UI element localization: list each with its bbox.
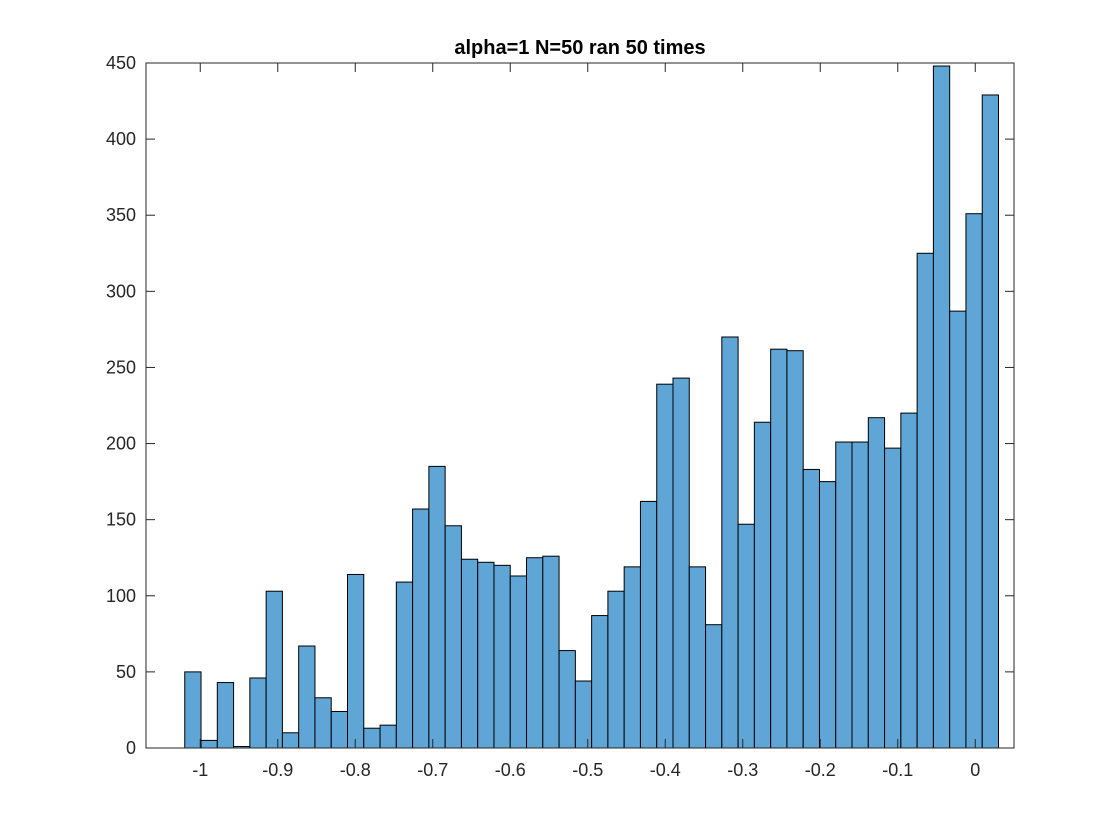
y-tick-label: 400 bbox=[106, 129, 136, 149]
histogram-bar bbox=[623, 566, 641, 749]
histogram-bar bbox=[607, 590, 625, 749]
y-tick-label: 0 bbox=[126, 738, 136, 758]
histogram-bar bbox=[851, 441, 869, 749]
histogram-bar bbox=[900, 412, 918, 749]
histogram-bar bbox=[477, 561, 495, 749]
histogram-bar bbox=[688, 566, 707, 749]
y-tick-label: 100 bbox=[106, 586, 136, 606]
histogram-bar bbox=[770, 348, 788, 749]
histogram-bar bbox=[574, 680, 593, 749]
axes-box bbox=[145, 62, 1015, 749]
histogram-bar bbox=[363, 727, 381, 749]
histogram-bar bbox=[347, 573, 365, 749]
x-tick-label: 0 bbox=[970, 760, 980, 780]
histogram-bar bbox=[184, 671, 202, 749]
histogram-bar bbox=[591, 615, 609, 749]
histogram-bar bbox=[428, 465, 446, 749]
histogram-bar bbox=[932, 65, 951, 749]
histogram-bar bbox=[249, 677, 267, 749]
histogram-bar bbox=[314, 697, 332, 749]
histogram-bar bbox=[379, 724, 397, 749]
histogram-bar bbox=[786, 350, 804, 749]
histogram-bar bbox=[835, 441, 853, 749]
histogram-bar bbox=[330, 710, 349, 749]
bars-layer bbox=[184, 65, 999, 749]
histogram-bar bbox=[509, 575, 528, 749]
y-tick-label: 350 bbox=[106, 205, 136, 225]
histogram-bar bbox=[265, 590, 283, 749]
histogram-bar bbox=[298, 645, 316, 749]
x-tick-label: -0.8 bbox=[340, 760, 371, 780]
x-tick-label: -0.7 bbox=[417, 760, 448, 780]
x-tick-label: -0.6 bbox=[495, 760, 526, 780]
histogram-bar bbox=[493, 564, 511, 749]
chart-title: alpha=1 N=50 ran 50 times bbox=[454, 37, 705, 59]
x-tick-label: -0.3 bbox=[727, 760, 758, 780]
histogram-bar bbox=[281, 732, 300, 749]
x-tick-label: -0.5 bbox=[572, 760, 603, 780]
histogram-bar bbox=[965, 213, 983, 749]
histogram-bar bbox=[639, 500, 658, 749]
histogram-bar bbox=[412, 508, 430, 749]
histogram-bar bbox=[216, 682, 235, 749]
histogram-bar bbox=[444, 525, 462, 749]
histogram-bar bbox=[200, 739, 218, 749]
histogram-bar bbox=[721, 336, 739, 749]
x-tick-label: -1 bbox=[192, 760, 208, 780]
histogram-bar bbox=[884, 447, 902, 749]
histogram-bar bbox=[802, 468, 820, 749]
histogram-bar bbox=[558, 650, 576, 749]
histogram-bar bbox=[656, 383, 674, 749]
ticks-layer: -1 -0.9 -0.8 -0.7 -0.6 -0.5 -0.4 -0.3 -0.2 -0.1 0 0… bbox=[106, 53, 1014, 780]
histogram-bar bbox=[916, 252, 934, 749]
histogram-bar bbox=[460, 558, 479, 749]
x-tick-label: -0.4 bbox=[650, 760, 681, 780]
axes-layer bbox=[145, 62, 1015, 749]
histogram-bar bbox=[753, 421, 772, 749]
x-tick-label: -0.1 bbox=[882, 760, 913, 780]
y-tick-label: 200 bbox=[106, 434, 136, 454]
histogram-bar bbox=[705, 624, 723, 749]
y-tick-label: 150 bbox=[106, 510, 136, 530]
x-tick-label: -0.9 bbox=[262, 760, 293, 780]
y-tick-label: 50 bbox=[116, 662, 136, 682]
x-tick-label: -0.2 bbox=[805, 760, 836, 780]
histogram-bar bbox=[737, 523, 755, 749]
histogram-bar bbox=[526, 557, 544, 749]
histogram-bar bbox=[949, 310, 967, 749]
histogram-bar bbox=[867, 417, 886, 749]
histogram-bar bbox=[672, 377, 690, 749]
histogram-bar bbox=[818, 481, 837, 749]
histogram-bar bbox=[981, 94, 999, 749]
y-tick-label: 300 bbox=[106, 281, 136, 301]
y-tick-label: 250 bbox=[106, 357, 136, 377]
histogram-bar bbox=[395, 581, 414, 749]
y-tick-label: 450 bbox=[106, 53, 136, 73]
histogram-bar bbox=[542, 555, 560, 749]
